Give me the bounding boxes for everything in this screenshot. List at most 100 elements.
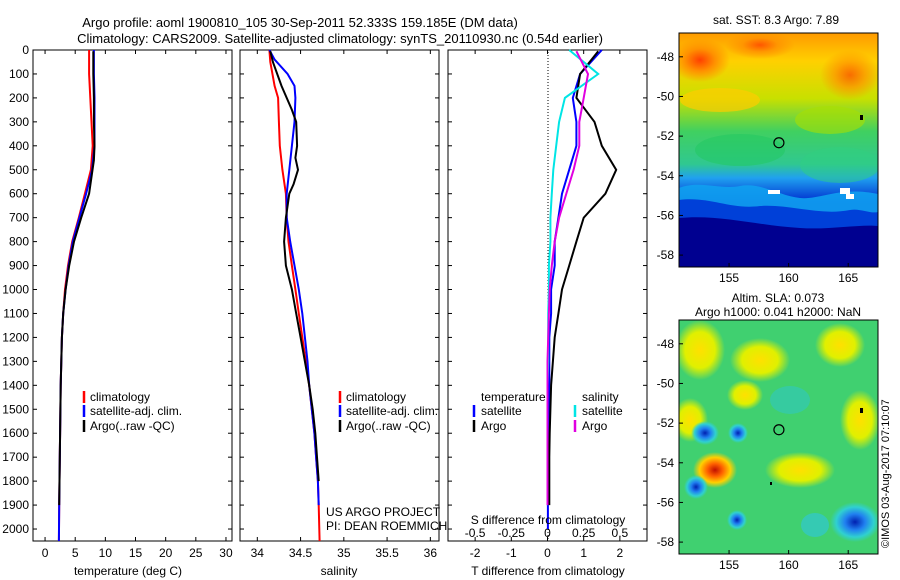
legend-label-s-argo: Argo (582, 419, 608, 433)
temperature-x-axis: 0 5 10 15 20 25 30 (42, 50, 233, 560)
x-tick-label: 20 (159, 546, 173, 560)
figure-title-line1: Argo profile: aoml 1900810_105 30-Sep-20… (82, 15, 518, 30)
map-x-tick-label: 160 (779, 271, 799, 285)
y-tick-label: 1300 (2, 354, 29, 368)
difference-panel: -2 -1 0 1 2 -0.5 -0.25 0 0.25 0.5 S difference fr… (447, 49, 648, 578)
map-y-tick-label: -54 (657, 169, 675, 183)
map-y-tick-label: -50 (657, 376, 675, 390)
x-tick-label: -2 (470, 546, 481, 560)
legend-label-argo: Argo(..raw -QC) (90, 419, 175, 433)
salinity-depth-ticks (240, 49, 439, 530)
map-y-tick-label: -48 (657, 337, 675, 351)
x-tick-label: 30 (219, 546, 233, 560)
salinity-x-label: salinity (321, 564, 358, 578)
legend-label-s-satellite: satellite (582, 404, 623, 418)
x-tick-label: 35.5 (375, 546, 399, 560)
depth-axis: 0 100 200 300 400 500 600 700 800 900 1000 1100 1200… (2, 43, 232, 536)
sst-map-axes: 155 160 165 -48 -50 -52 -54 -56 -58 (657, 50, 859, 285)
y-tick-label: 1500 (2, 402, 29, 416)
x-tick-label: 10 (99, 546, 113, 560)
map-y-tick-label: -48 (657, 50, 675, 64)
s-tick-label: -0.5 (465, 526, 486, 540)
figure-title-line2: Climatology: CARS2009. Satellite-adjuste… (77, 31, 603, 46)
project-annotation: US ARGO PROJECT (326, 505, 441, 519)
sla-map-frame (678, 319, 879, 555)
s-tick-label: 0.5 (612, 526, 629, 540)
map-y-tick-label: -58 (657, 248, 675, 262)
imos-credit: ©IMOS 03-Aug-2017 07:10:07 (880, 399, 892, 548)
x-tick-label: 0 (42, 546, 49, 560)
map-x-tick-label: 165 (838, 271, 858, 285)
argo-position-marker (773, 424, 785, 436)
y-tick-label: 500 (9, 163, 29, 177)
sla-map-title: Altim. SLA: 0.073 (732, 291, 825, 305)
pi-annotation: PI: DEAN ROEMMICH (326, 519, 447, 533)
temperature-x-label: temperature (deg C) (74, 564, 182, 578)
sla-map-axes: 155 160 165 -48 -50 -52 -54 -56 -58 (657, 337, 859, 572)
sla-map-panel: Altim. SLA: 0.073 Argo h1000: 0.041 h200… (657, 291, 879, 572)
x-tick-label: 15 (129, 546, 143, 560)
y-tick-label: 1200 (2, 330, 29, 344)
x-tick-label: 36 (424, 546, 438, 560)
difference-legend: temperature satellite Argo salinity sate… (472, 390, 623, 433)
x-tick-label: 2 (617, 546, 624, 560)
y-tick-label: 1100 (3, 306, 29, 320)
t-difference-label: T difference from climatology (471, 564, 625, 578)
legend-label-climatology: climatology (346, 390, 406, 404)
s-tick-label: -0.25 (498, 526, 526, 540)
temperature-plot-frame (32, 49, 233, 542)
map-y-tick-label: -56 (657, 495, 675, 509)
y-tick-label: 800 (9, 235, 29, 249)
y-tick-label: 600 (9, 187, 29, 201)
legend-heading-salinity: salinity (582, 390, 619, 404)
legend-label-t-argo: Argo (481, 419, 507, 433)
y-tick-label: 700 (9, 211, 29, 225)
y-tick-label: 900 (9, 259, 29, 273)
argo-position-marker (773, 137, 785, 149)
difference-series (546, 49, 618, 529)
map-x-tick-label: 155 (719, 558, 739, 572)
series-line-temperature-argo (548, 50, 618, 506)
y-tick-label: 300 (9, 115, 29, 129)
legend-label-satellite: satellite-adj. clim. (346, 404, 438, 418)
sst-map-frame (678, 32, 879, 268)
legend-label-argo: Argo(..raw -QC) (346, 419, 431, 433)
y-tick-label: 2000 (2, 522, 29, 536)
series-line-argo-raw-qc (58, 51, 96, 506)
sst-heatmap (679, 33, 878, 267)
map-y-tick-label: -56 (657, 208, 675, 222)
s-tick-label: 0 (544, 526, 551, 540)
y-tick-label: 1000 (2, 283, 29, 297)
salinity-series (268, 49, 321, 542)
y-tick-label: 0 (22, 43, 29, 57)
salinity-x-axis: 34 34.5 35 35.5 36 (251, 50, 438, 560)
y-tick-label: 400 (9, 139, 29, 153)
map-y-tick-label: -52 (657, 416, 675, 430)
series-line-salinity-argo (546, 50, 590, 506)
series-line-argo-raw-qc (269, 50, 320, 482)
y-tick-label: 1600 (2, 426, 29, 440)
x-tick-label: 34 (251, 546, 265, 560)
map-y-tick-label: -58 (657, 535, 675, 549)
salinity-panel: 34 34.5 35 35.5 36 salinity climatology sate… (239, 49, 447, 578)
s-tick-label: 0.25 (572, 526, 596, 540)
x-tick-label: 25 (189, 546, 203, 560)
x-tick-label: 5 (72, 546, 79, 560)
difference-x-axis: -2 -1 0 1 2 -0.5 -0.25 0 0.25 0.5 (465, 50, 629, 560)
x-tick-label: 34.5 (289, 546, 313, 560)
temperature-legend: climatology satellite-adj. clim. Argo(..… (82, 390, 182, 433)
sla-heatmap (679, 320, 878, 554)
map-x-tick-label: 155 (719, 271, 739, 285)
x-tick-label: -1 (506, 546, 517, 560)
legend-label-t-satellite: satellite (481, 404, 522, 418)
map-x-tick-label: 160 (779, 558, 799, 572)
y-tick-label: 1700 (2, 450, 29, 464)
temperature-panel: 0100200300400500600700800900100011001200… (2, 43, 233, 578)
sst-map-panel: sat. SST: 8.3 Argo: 7.89 155 160 165 -48 -50… (657, 13, 879, 285)
salinity-legend: climatology satellite-adj. clim. Argo(..… (338, 390, 438, 433)
difference-depth-ticks (448, 49, 647, 530)
map-y-tick-label: -50 (657, 89, 675, 103)
y-tick-label: 1900 (2, 498, 29, 512)
x-tick-label: 0 (544, 546, 551, 560)
